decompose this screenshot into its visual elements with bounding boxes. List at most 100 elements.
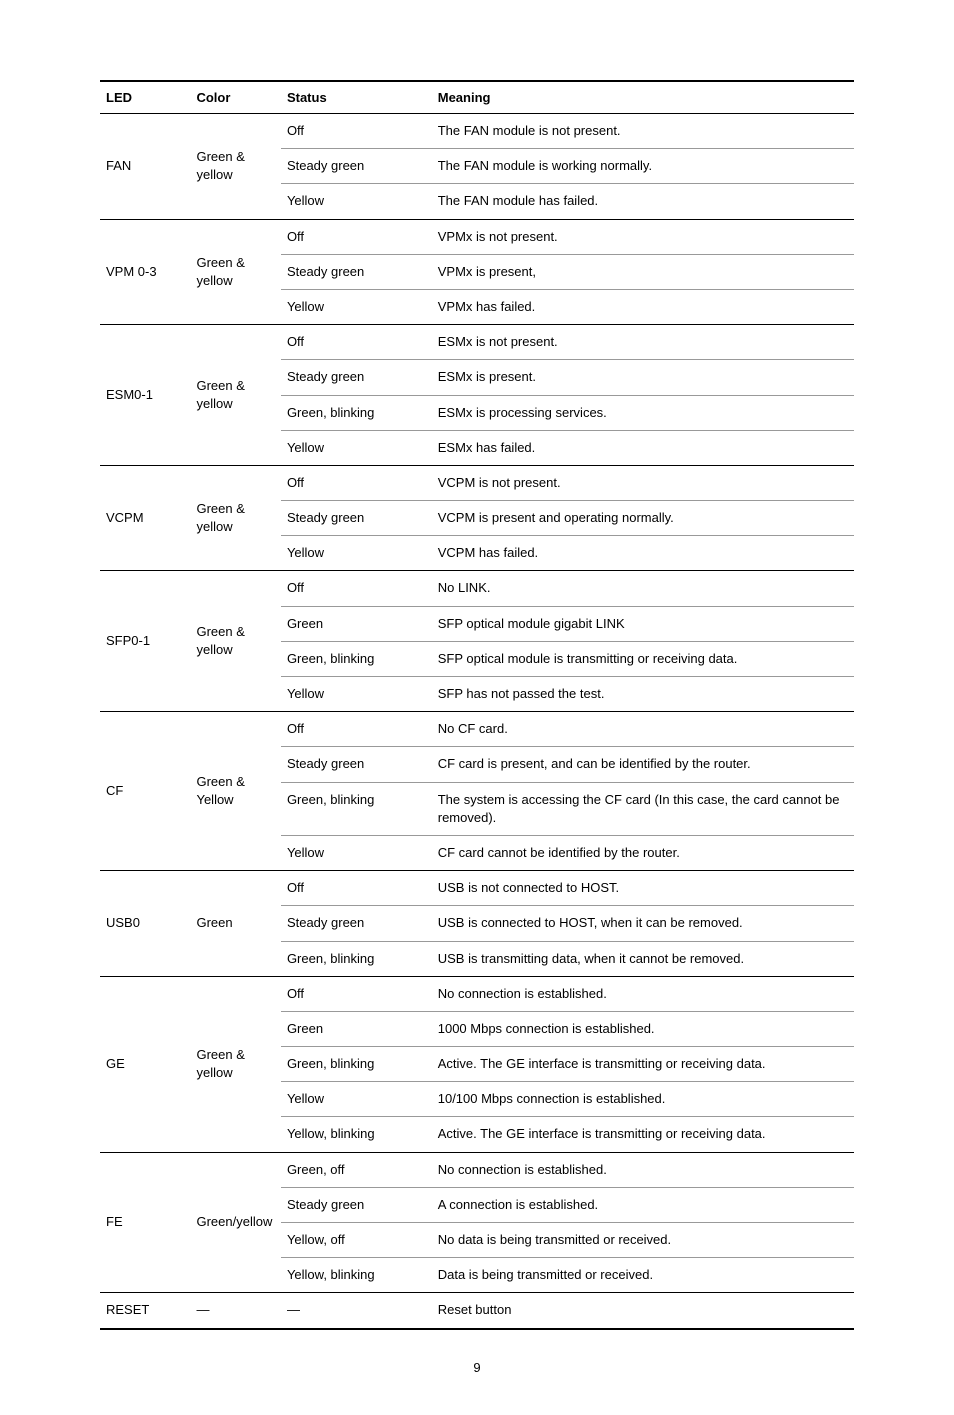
cell-meaning: The FAN module is not present.	[432, 114, 854, 149]
cell-meaning: USB is transmitting data, when it cannot…	[432, 941, 854, 976]
cell-status: Green	[281, 1011, 432, 1046]
cell-status: Yellow	[281, 677, 432, 712]
cell-meaning: VPMx has failed.	[432, 289, 854, 324]
cell-led: SFP0-1	[100, 571, 190, 712]
cell-meaning: ESMx is present.	[432, 360, 854, 395]
cell-meaning: ESMx is processing services.	[432, 395, 854, 430]
cell-meaning: VCPM has failed.	[432, 536, 854, 571]
cell-meaning: The system is accessing the CF card (In …	[432, 782, 854, 835]
cell-led: VCPM	[100, 465, 190, 571]
table-row: FANGreen & yellowOffThe FAN module is no…	[100, 114, 854, 149]
cell-led: GE	[100, 976, 190, 1152]
cell-meaning: 10/100 Mbps connection is established.	[432, 1082, 854, 1117]
cell-meaning: VCPM is not present.	[432, 465, 854, 500]
page-number: 9	[100, 1360, 854, 1375]
table-row: VCPMGreen & yellowOffVCPM is not present…	[100, 465, 854, 500]
cell-status: Yellow, blinking	[281, 1117, 432, 1152]
cell-status: Green, blinking	[281, 941, 432, 976]
cell-status: Off	[281, 114, 432, 149]
cell-meaning: CF card is present, and can be identifie…	[432, 747, 854, 782]
cell-color: Green & yellow	[190, 976, 280, 1152]
cell-led: CF	[100, 712, 190, 871]
cell-meaning: VPMx is not present.	[432, 219, 854, 254]
cell-led: USB0	[100, 871, 190, 977]
cell-meaning: 1000 Mbps connection is established.	[432, 1011, 854, 1046]
header-meaning: Meaning	[432, 81, 854, 114]
cell-meaning: No data is being transmitted or received…	[432, 1223, 854, 1258]
cell-meaning: ESMx is not present.	[432, 325, 854, 360]
cell-color: Green & yellow	[190, 325, 280, 466]
cell-led: ESM0-1	[100, 325, 190, 466]
cell-meaning: No connection is established.	[432, 976, 854, 1011]
cell-status: Green, blinking	[281, 641, 432, 676]
cell-meaning: Reset button	[432, 1293, 854, 1329]
cell-color: Green & yellow	[190, 219, 280, 325]
cell-color: Green/yellow	[190, 1152, 280, 1293]
cell-meaning: VPMx is present,	[432, 254, 854, 289]
cell-color: Green & Yellow	[190, 712, 280, 871]
cell-status: Green, blinking	[281, 395, 432, 430]
cell-meaning: SFP has not passed the test.	[432, 677, 854, 712]
cell-status: Steady green	[281, 1187, 432, 1222]
cell-meaning: No LINK.	[432, 571, 854, 606]
cell-status: Green, blinking	[281, 1047, 432, 1082]
cell-meaning: SFP optical module gigabit LINK	[432, 606, 854, 641]
cell-meaning: VCPM is present and operating normally.	[432, 501, 854, 536]
table-row: GEGreen & yellowOffNo connection is esta…	[100, 976, 854, 1011]
cell-meaning: ESMx has failed.	[432, 430, 854, 465]
cell-meaning: USB is connected to HOST, when it can be…	[432, 906, 854, 941]
cell-status: Steady green	[281, 360, 432, 395]
cell-status: Steady green	[281, 501, 432, 536]
cell-meaning: Active. The GE interface is transmitting…	[432, 1117, 854, 1152]
cell-color: Green & yellow	[190, 114, 280, 220]
cell-color: Green & yellow	[190, 465, 280, 571]
cell-meaning: CF card cannot be identified by the rout…	[432, 835, 854, 870]
table-row: CFGreen & YellowOffNo CF card.	[100, 712, 854, 747]
cell-meaning: The FAN module is working normally.	[432, 149, 854, 184]
cell-led: VPM 0-3	[100, 219, 190, 325]
cell-status: Off	[281, 976, 432, 1011]
cell-led: RESET	[100, 1293, 190, 1329]
led-table: LED Color Status Meaning FANGreen & yell…	[100, 80, 854, 1330]
cell-meaning: Data is being transmitted or received.	[432, 1258, 854, 1293]
table-row: FEGreen/yellowGreen, offNo connection is…	[100, 1152, 854, 1187]
cell-meaning: SFP optical module is transmitting or re…	[432, 641, 854, 676]
cell-status: Green, blinking	[281, 782, 432, 835]
cell-status: Steady green	[281, 906, 432, 941]
cell-meaning: USB is not connected to HOST.	[432, 871, 854, 906]
table-row: USB0GreenOffUSB is not connected to HOST…	[100, 871, 854, 906]
cell-status: Off	[281, 571, 432, 606]
header-led: LED	[100, 81, 190, 114]
cell-status: Steady green	[281, 149, 432, 184]
cell-status: Off	[281, 871, 432, 906]
cell-status: —	[281, 1293, 432, 1329]
cell-status: Yellow	[281, 835, 432, 870]
cell-status: Green, off	[281, 1152, 432, 1187]
cell-meaning: A connection is established.	[432, 1187, 854, 1222]
cell-color: Green & yellow	[190, 571, 280, 712]
table-row: ESM0-1Green & yellowOffESMx is not prese…	[100, 325, 854, 360]
cell-status: Yellow	[281, 536, 432, 571]
cell-color: —	[190, 1293, 280, 1329]
cell-status: Green	[281, 606, 432, 641]
cell-meaning: No CF card.	[432, 712, 854, 747]
table-row: RESET——Reset button	[100, 1293, 854, 1329]
cell-color: Green	[190, 871, 280, 977]
cell-status: Off	[281, 219, 432, 254]
cell-status: Off	[281, 325, 432, 360]
cell-status: Yellow	[281, 1082, 432, 1117]
header-status: Status	[281, 81, 432, 114]
cell-status: Steady green	[281, 254, 432, 289]
header-color: Color	[190, 81, 280, 114]
table-row: VPM 0-3Green & yellowOffVPMx is not pres…	[100, 219, 854, 254]
cell-status: Off	[281, 712, 432, 747]
cell-meaning: The FAN module has failed.	[432, 184, 854, 219]
cell-meaning: Active. The GE interface is transmitting…	[432, 1047, 854, 1082]
cell-led: FAN	[100, 114, 190, 220]
cell-status: Off	[281, 465, 432, 500]
cell-status: Yellow	[281, 289, 432, 324]
cell-status: Yellow	[281, 430, 432, 465]
table-row: SFP0-1Green & yellowOffNo LINK.	[100, 571, 854, 606]
table-header-row: LED Color Status Meaning	[100, 81, 854, 114]
cell-status: Yellow, blinking	[281, 1258, 432, 1293]
